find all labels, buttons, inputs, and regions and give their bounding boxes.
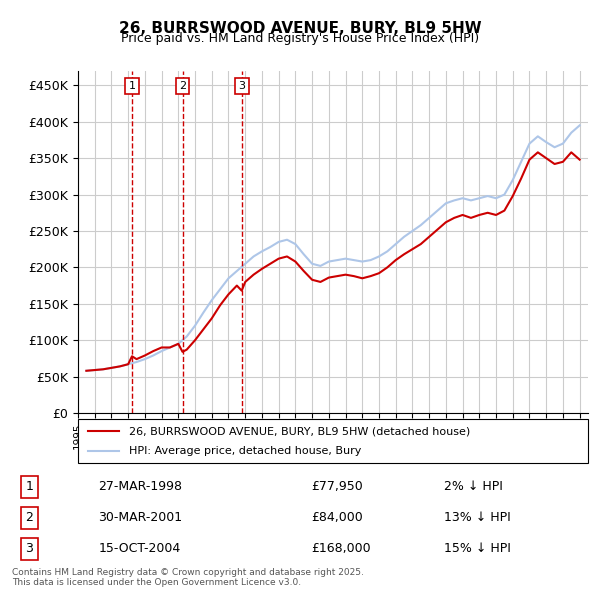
Text: 27-MAR-1998: 27-MAR-1998: [98, 480, 182, 493]
Text: £168,000: £168,000: [311, 542, 371, 555]
Text: 2% ↓ HPI: 2% ↓ HPI: [444, 480, 503, 493]
Text: 2: 2: [25, 511, 33, 525]
Text: £77,950: £77,950: [311, 480, 363, 493]
Text: 1: 1: [128, 81, 136, 91]
Text: Price paid vs. HM Land Registry's House Price Index (HPI): Price paid vs. HM Land Registry's House …: [121, 32, 479, 45]
Text: 3: 3: [25, 542, 33, 555]
Text: 15-OCT-2004: 15-OCT-2004: [98, 542, 181, 555]
FancyBboxPatch shape: [78, 419, 588, 463]
Text: 13% ↓ HPI: 13% ↓ HPI: [444, 511, 511, 525]
Text: 2: 2: [179, 81, 186, 91]
Text: 3: 3: [238, 81, 245, 91]
Text: 30-MAR-2001: 30-MAR-2001: [98, 511, 182, 525]
Text: 26, BURRSWOOD AVENUE, BURY, BL9 5HW (detached house): 26, BURRSWOOD AVENUE, BURY, BL9 5HW (det…: [129, 427, 470, 436]
Text: Contains HM Land Registry data © Crown copyright and database right 2025.
This d: Contains HM Land Registry data © Crown c…: [12, 568, 364, 587]
Text: HPI: Average price, detached house, Bury: HPI: Average price, detached house, Bury: [129, 446, 361, 455]
Text: £84,000: £84,000: [311, 511, 363, 525]
Text: 15% ↓ HPI: 15% ↓ HPI: [444, 542, 511, 555]
Text: 1: 1: [25, 480, 33, 493]
Text: 26, BURRSWOOD AVENUE, BURY, BL9 5HW: 26, BURRSWOOD AVENUE, BURY, BL9 5HW: [119, 21, 481, 35]
